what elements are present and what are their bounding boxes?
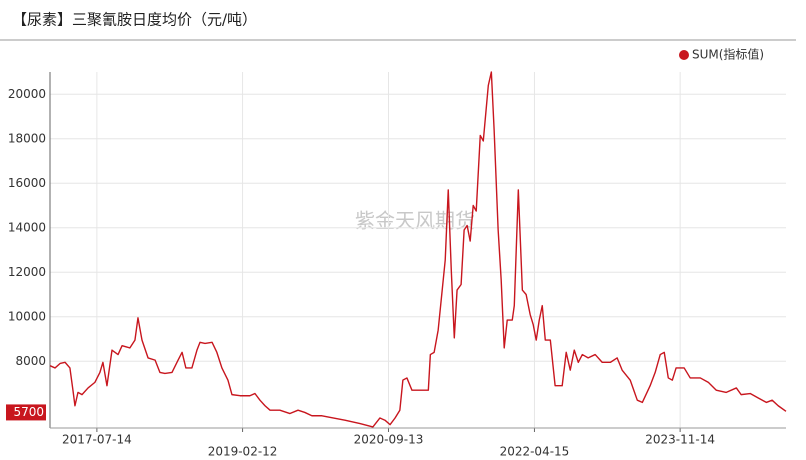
x-tick-label: 2020-09-13	[354, 433, 424, 447]
line-series	[49, 71, 787, 428]
y-tick-label: 14000	[8, 220, 46, 234]
watermark: 紫金天风期货	[355, 209, 475, 233]
legend-marker	[679, 50, 689, 60]
x-tick-label: 2023-11-14	[645, 433, 715, 447]
y-tick-label: 8000	[15, 354, 46, 368]
y-tick-label: 10000	[8, 309, 46, 323]
last-value-tag	[6, 404, 46, 421]
chart-title: 【尿素】三聚氰胺日度均价（元/吨）	[12, 11, 257, 29]
x-tick-label: 2017-07-14	[62, 433, 132, 447]
legend-label: SUM(指标值)	[692, 47, 764, 62]
last-value-label: 5700	[13, 405, 44, 419]
y-tick-label: 12000	[8, 265, 46, 279]
x-tick-label: 2019-02-12	[208, 445, 278, 459]
x-tick-label: 2022-04-15	[500, 445, 570, 459]
y-tick-label: 20000	[8, 87, 46, 101]
y-tick-label: 16000	[8, 176, 46, 190]
y-tick-label: 18000	[8, 131, 46, 145]
